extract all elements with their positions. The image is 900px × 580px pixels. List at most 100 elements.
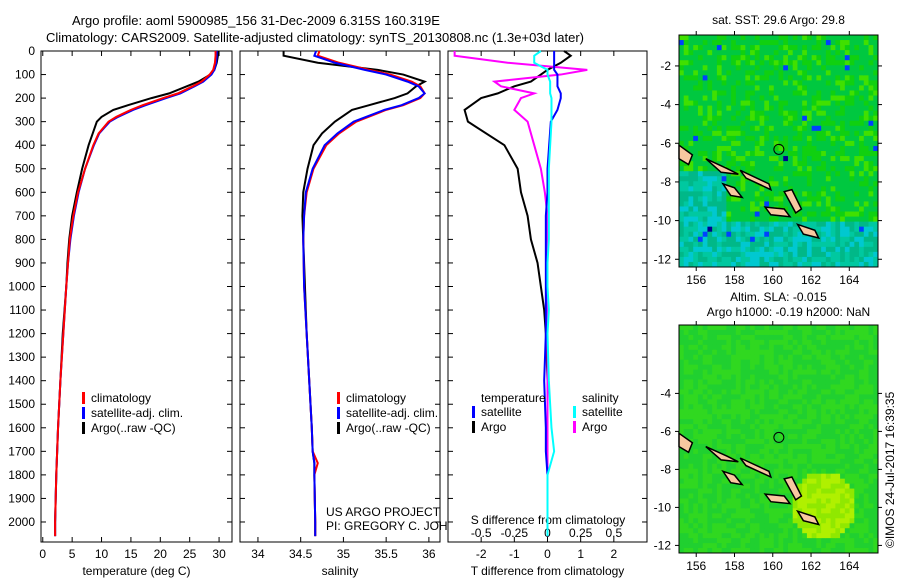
map-cell bbox=[806, 329, 813, 336]
map-cell bbox=[683, 191, 689, 197]
map-cell bbox=[778, 453, 784, 460]
map-cell bbox=[844, 95, 851, 102]
map-cell bbox=[868, 493, 874, 499]
map-cell bbox=[688, 135, 694, 142]
map-cell bbox=[816, 251, 822, 258]
map-cell bbox=[679, 548, 685, 554]
map-cell bbox=[825, 419, 832, 425]
map-cell bbox=[726, 394, 732, 400]
map-cell bbox=[735, 419, 742, 425]
map-cell bbox=[750, 40, 756, 46]
map-cell bbox=[716, 543, 723, 549]
map-cell bbox=[835, 251, 841, 258]
map-cell bbox=[726, 548, 732, 554]
map-cell bbox=[806, 379, 813, 385]
map-cell bbox=[764, 211, 770, 218]
map-cell bbox=[735, 65, 742, 71]
map-cell bbox=[821, 493, 827, 499]
map-cell bbox=[759, 236, 765, 243]
map-cell bbox=[825, 35, 832, 41]
map-cell bbox=[764, 221, 770, 228]
map-cell bbox=[716, 389, 723, 395]
map-cell bbox=[745, 181, 751, 187]
map-cell bbox=[830, 226, 836, 233]
map-cell bbox=[764, 443, 770, 450]
map-cell bbox=[773, 468, 779, 475]
map-cell bbox=[840, 120, 846, 127]
map-cell bbox=[859, 95, 865, 102]
map-cell bbox=[693, 394, 699, 400]
map-cell bbox=[868, 488, 874, 495]
map-cell bbox=[778, 488, 784, 495]
map-cell bbox=[735, 354, 742, 361]
map-cell bbox=[773, 226, 779, 233]
map-cell bbox=[854, 523, 860, 529]
y-tick-label: 1400 bbox=[8, 374, 35, 388]
map-cell bbox=[849, 334, 855, 341]
lon-tick-label: 156 bbox=[686, 559, 706, 573]
map-cell bbox=[821, 329, 827, 336]
map-cell bbox=[707, 176, 713, 182]
map-cell bbox=[773, 389, 779, 395]
x-axis-label: temperature (deg C) bbox=[82, 564, 190, 578]
x-axis-label: T difference from climatology bbox=[471, 564, 625, 578]
map-cell bbox=[693, 50, 699, 56]
project-label: US ARGO PROJECT bbox=[326, 505, 441, 519]
map-cell bbox=[716, 191, 723, 197]
map-cell bbox=[726, 110, 732, 117]
island bbox=[763, 206, 792, 218]
map-cell bbox=[773, 548, 779, 554]
map-cell bbox=[745, 429, 751, 435]
map-cell bbox=[835, 70, 841, 76]
map-cell bbox=[783, 261, 789, 268]
map-cell bbox=[750, 135, 756, 142]
map-cell bbox=[683, 45, 689, 51]
map-cell bbox=[773, 70, 779, 76]
map-cell bbox=[702, 453, 708, 460]
map-cell bbox=[783, 325, 789, 331]
map-cell bbox=[778, 359, 784, 366]
map-cell bbox=[688, 409, 694, 415]
map-cell bbox=[816, 156, 822, 162]
map-cell bbox=[840, 424, 846, 430]
map-cell bbox=[792, 236, 798, 243]
map-cell bbox=[802, 181, 808, 187]
map-cell bbox=[683, 349, 689, 356]
map-cell bbox=[849, 85, 855, 91]
map-cell bbox=[868, 90, 874, 97]
legend-swatch bbox=[337, 407, 340, 419]
map-cell bbox=[806, 241, 813, 248]
map-cell bbox=[840, 374, 846, 381]
map-cell bbox=[840, 394, 846, 400]
map-cell bbox=[721, 105, 727, 112]
map-cell bbox=[797, 171, 803, 177]
map-cell bbox=[726, 528, 732, 534]
map-cell bbox=[844, 40, 851, 46]
map-cell bbox=[806, 191, 813, 197]
map-cell bbox=[778, 329, 784, 336]
x-tick-label: 30 bbox=[212, 547, 226, 561]
map-cell bbox=[740, 508, 746, 514]
map-cell bbox=[683, 231, 689, 238]
map-cell bbox=[697, 468, 704, 475]
map-cell bbox=[697, 543, 704, 549]
map-cell bbox=[792, 125, 798, 132]
map-cell bbox=[844, 130, 851, 137]
map-cell bbox=[863, 80, 870, 86]
map-cell bbox=[830, 483, 836, 490]
map-cell bbox=[773, 453, 779, 460]
map-cell bbox=[697, 171, 704, 177]
map-cell bbox=[759, 369, 765, 376]
map-cell bbox=[759, 110, 765, 117]
map-cell bbox=[750, 478, 756, 485]
map-cell bbox=[849, 339, 855, 346]
map-cell bbox=[773, 256, 779, 263]
map-cell bbox=[778, 60, 784, 66]
map-cell bbox=[693, 443, 699, 450]
map-cell bbox=[759, 419, 765, 425]
map-cell bbox=[697, 533, 704, 539]
map-cell bbox=[825, 110, 832, 117]
map-cell bbox=[702, 261, 708, 268]
map-cell bbox=[754, 231, 761, 238]
map-cell bbox=[787, 513, 794, 519]
